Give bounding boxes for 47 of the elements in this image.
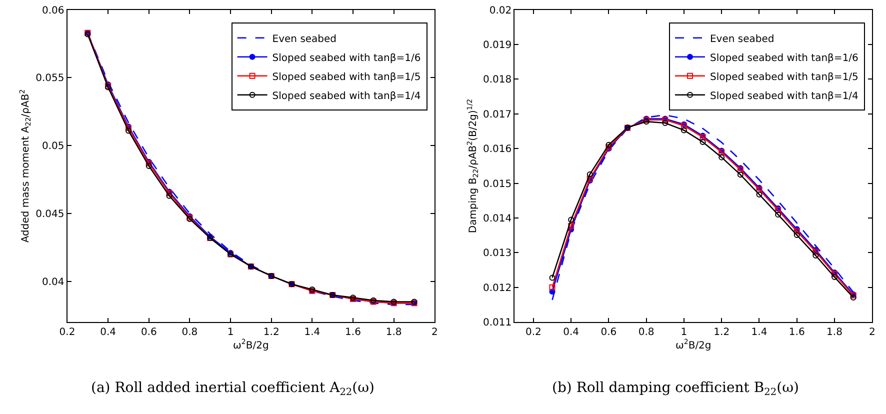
x-tick-label: 2: [868, 327, 876, 338]
x-tick-label: 1.2: [263, 327, 280, 338]
x-tick-label: 0.4: [100, 327, 116, 338]
x-tick-label: 1.4: [304, 327, 320, 338]
legend-label: Sloped seabed with tanβ=1/4: [710, 90, 858, 102]
y-tick-label: 0.04: [42, 276, 64, 288]
legend-label: Sloped seabed with tanβ=1/5: [272, 72, 421, 83]
text: (a) Roll added inertial coefficient A$_{22}$(ω): [91, 380, 375, 398]
x-tick-label: 1: [227, 327, 234, 338]
y-tick-label: 0.045: [36, 209, 64, 220]
x-tick-label: 1.4: [751, 327, 768, 338]
y-tick-label: 0.015: [482, 178, 512, 190]
x-tick-label: 1.6: [345, 327, 361, 338]
legend-label: Sloped seabed with tanβ=1/4: [272, 90, 421, 102]
y-tick-label: 0.011: [482, 318, 512, 329]
x-tick-label: 0.4: [563, 327, 580, 338]
x-tick-label: 0.8: [182, 327, 198, 338]
x-tick-label: 0.6: [600, 327, 617, 338]
x-tick-label: 0.2: [526, 327, 542, 338]
y-tick-label: 0.017: [482, 109, 512, 120]
y-tick-label: 0.016: [482, 144, 512, 156]
y-tick-label: 0.05: [42, 141, 64, 152]
x-tick-label: 1.8: [386, 327, 402, 338]
x-tick-label: 1.6: [788, 327, 805, 338]
y-tick-label: 0.02: [489, 5, 512, 16]
legend-label: Sloped seabed with tanβ=1/6: [272, 52, 421, 64]
x-tick-label: 0.8: [638, 327, 654, 338]
x-tick-label: 0.2: [59, 327, 76, 338]
legend-label: Sloped seabed with tanβ=1/5: [710, 72, 858, 83]
y-tick-label: 0.018: [482, 74, 512, 86]
y-tick-label: 0.019: [482, 40, 512, 52]
legend-label: Even seabed: [710, 34, 774, 45]
x-axis-title: ω$^{2}$B/2g: [233, 338, 269, 352]
legend-label: Sloped seabed with tanβ=1/6: [710, 52, 858, 64]
x-axis-title: ω$^{2}$B/2g: [675, 338, 712, 352]
y-tick-label: 0.013: [482, 248, 512, 260]
y-tick-label: 0.055: [36, 73, 64, 84]
x-tick-label: 2: [431, 327, 438, 338]
y-tick-label: 0.06: [42, 5, 64, 16]
text: (b) Roll damping coefficient B$_{22}$(ω): [552, 380, 799, 398]
legend-label: Even seabed: [272, 34, 337, 45]
x-tick-label: 1: [680, 327, 688, 338]
y-tick-label: 0.012: [482, 282, 512, 294]
y-tick-label: 0.014: [482, 214, 512, 225]
x-tick-label: 0.6: [140, 327, 157, 338]
x-tick-label: 1.8: [826, 327, 842, 338]
x-tick-label: 1.2: [714, 327, 730, 338]
